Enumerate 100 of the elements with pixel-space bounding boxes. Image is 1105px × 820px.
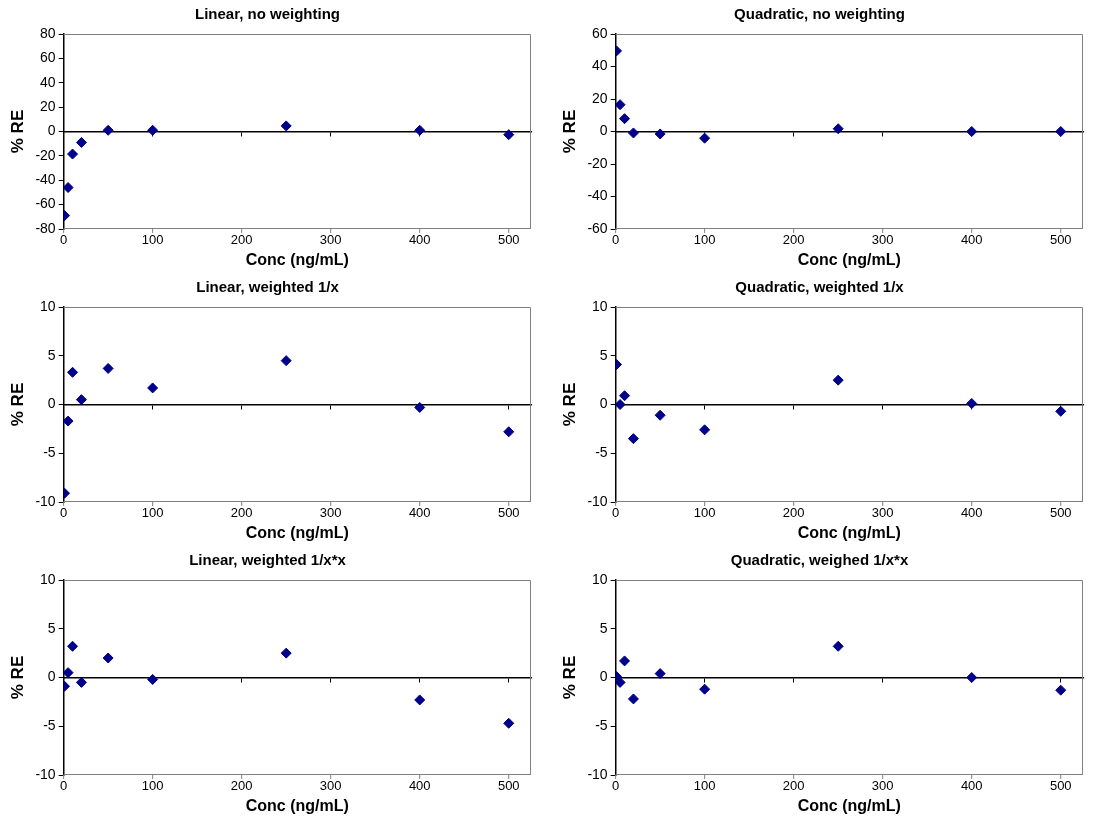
point bbox=[280, 120, 292, 132]
y-tick-label: -5 bbox=[43, 444, 56, 461]
x-tick-label: 500 bbox=[1049, 232, 1072, 248]
point bbox=[503, 426, 515, 438]
y-tick-label: 10 bbox=[592, 297, 608, 314]
x-tick-label: 200 bbox=[782, 778, 805, 794]
chart-title: Linear, weighted 1/x bbox=[196, 278, 340, 296]
point bbox=[654, 409, 666, 421]
y-tick-label: 40 bbox=[592, 57, 608, 74]
point bbox=[102, 362, 114, 374]
x-tick-label: 400 bbox=[960, 232, 983, 248]
y-tick-label: 0 bbox=[47, 395, 56, 412]
x-tick-label: 500 bbox=[497, 778, 520, 794]
point bbox=[75, 676, 87, 688]
y-axis-title: % RE bbox=[559, 109, 579, 154]
x-tick-label: 300 bbox=[319, 232, 342, 248]
x-tick-label: 500 bbox=[497, 505, 520, 521]
point bbox=[414, 401, 426, 413]
chart-title: Quadratic, weighted 1/x bbox=[735, 278, 905, 296]
y-tick-label: 10 bbox=[40, 297, 56, 314]
y-tick-label: 40 bbox=[40, 73, 56, 90]
x-tick-label: 300 bbox=[319, 778, 342, 794]
point bbox=[63, 415, 74, 427]
point bbox=[654, 128, 666, 140]
y-tick-label: 60 bbox=[40, 49, 56, 66]
point bbox=[63, 182, 74, 194]
point bbox=[147, 382, 159, 394]
x-tick-label: 400 bbox=[960, 505, 983, 521]
y-axis-title: % RE bbox=[7, 382, 27, 427]
point bbox=[67, 366, 79, 378]
point bbox=[503, 129, 515, 141]
point bbox=[503, 717, 515, 729]
y-axis-title: % RE bbox=[559, 382, 579, 427]
point bbox=[67, 148, 79, 160]
point bbox=[699, 424, 711, 436]
y-tick-label: 5 bbox=[47, 619, 56, 636]
point bbox=[615, 99, 626, 111]
y-tick-label: -40 bbox=[587, 187, 608, 204]
point bbox=[280, 647, 292, 659]
x-tick-label: 300 bbox=[319, 505, 342, 521]
x-tick-label: 100 bbox=[693, 778, 716, 794]
y-tick-label: 80 bbox=[40, 24, 56, 41]
point bbox=[627, 693, 639, 705]
point bbox=[102, 652, 114, 664]
x-axis-title: Conc (ng/mL) bbox=[797, 524, 901, 542]
y-tick-label: -20 bbox=[35, 146, 56, 163]
x-tick-label: 200 bbox=[230, 778, 253, 794]
x-tick-label: 100 bbox=[141, 232, 164, 248]
y-tick-label: 0 bbox=[599, 395, 608, 412]
chart-title: Quadratic, no weighting bbox=[734, 5, 905, 23]
y-tick-label: 5 bbox=[47, 346, 56, 363]
x-tick-label: 500 bbox=[1049, 505, 1072, 521]
point bbox=[147, 124, 159, 136]
x-tick-label: 300 bbox=[871, 232, 894, 248]
y-tick-label: 5 bbox=[599, 619, 608, 636]
point bbox=[832, 640, 844, 652]
x-tick-label: 300 bbox=[871, 778, 894, 794]
y-tick-label: -20 bbox=[587, 154, 608, 171]
x-tick-label: 0 bbox=[60, 778, 68, 794]
x-tick-label: 400 bbox=[408, 232, 431, 248]
y-tick-label: 20 bbox=[592, 89, 608, 106]
point bbox=[966, 672, 978, 683]
x-tick-label: 100 bbox=[141, 505, 164, 521]
point bbox=[699, 683, 711, 695]
x-axis-title: Conc (ng/mL) bbox=[245, 524, 349, 542]
y-tick-label: -60 bbox=[35, 195, 56, 212]
x-tick-label: 0 bbox=[60, 232, 68, 248]
point bbox=[615, 399, 626, 410]
chart-title: Linear, weighted 1/x*x bbox=[189, 551, 347, 569]
point bbox=[102, 124, 114, 136]
point bbox=[627, 433, 639, 445]
point bbox=[63, 667, 74, 679]
chart-title: Linear, no weighting bbox=[194, 5, 341, 23]
y-tick-label: 10 bbox=[40, 570, 56, 587]
y-tick-label: -10 bbox=[35, 492, 56, 509]
x-tick-label: 500 bbox=[1049, 778, 1072, 794]
point bbox=[654, 668, 666, 680]
y-tick-label: -5 bbox=[595, 444, 608, 461]
point bbox=[67, 640, 79, 652]
y-tick-label: 20 bbox=[40, 97, 56, 114]
x-tick-label: 200 bbox=[782, 232, 805, 248]
point bbox=[1055, 684, 1067, 696]
point bbox=[966, 398, 978, 410]
y-tick-label: -10 bbox=[35, 765, 56, 782]
x-axis-title: Conc (ng/mL) bbox=[245, 251, 349, 269]
y-axis-title: % RE bbox=[7, 655, 27, 700]
y-tick-label: 0 bbox=[599, 668, 608, 685]
y-axis-title: % RE bbox=[559, 655, 579, 700]
point bbox=[280, 355, 292, 367]
x-tick-label: 100 bbox=[693, 505, 716, 521]
point bbox=[619, 390, 631, 402]
x-axis-title: Conc (ng/mL) bbox=[797, 251, 901, 269]
point bbox=[619, 113, 631, 125]
y-tick-label: -5 bbox=[43, 717, 56, 734]
x-tick-label: 400 bbox=[408, 778, 431, 794]
y-tick-label: -5 bbox=[595, 717, 608, 734]
y-tick-label: 0 bbox=[599, 122, 608, 139]
x-tick-label: 100 bbox=[693, 232, 716, 248]
point bbox=[147, 673, 159, 685]
y-tick-label: 0 bbox=[47, 122, 56, 139]
